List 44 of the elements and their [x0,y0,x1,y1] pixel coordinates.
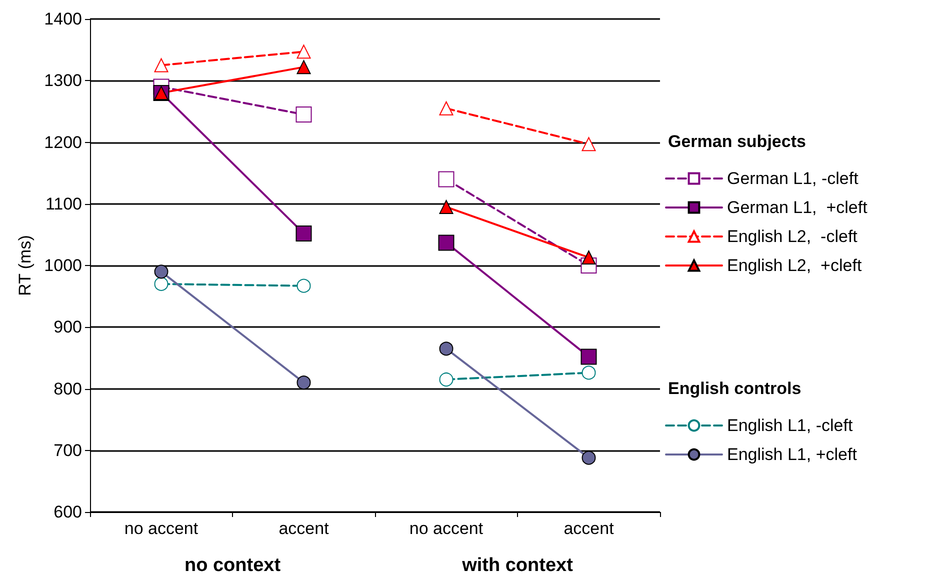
point [296,225,312,242]
legend-label: German L1, -cleft [727,169,859,188]
point [582,450,596,465]
y-tick-label: 600 [54,502,82,522]
y-tick-label: 700 [54,440,82,460]
y-tick-label: 1000 [44,256,82,275]
y-tick-label: 1100 [45,194,82,214]
y-axis-title: RT (ms) [15,235,34,296]
point [296,278,311,293]
point [154,276,168,291]
point [439,101,454,116]
legend-label: English L1, +cleft [727,445,858,464]
point [439,200,454,214]
point [439,342,454,356]
point [580,348,597,365]
x-tick-label: no accent [124,519,198,538]
x-tick-label: accent [278,519,330,538]
point [296,44,311,59]
x-tick-label: no accent [409,519,484,538]
legend-label: English L2, -cleft [727,227,858,246]
y-tick-label: 900 [54,318,82,337]
legend-label: English L2, +cleft [727,256,862,275]
text: no context [184,555,282,576]
point [438,234,454,251]
point [582,366,596,380]
point [296,60,311,74]
y-tick-label: 1300 [44,71,82,90]
point [582,250,596,264]
text: German subjects [668,132,806,151]
x-tick-label: accent [564,519,614,538]
point [582,137,596,152]
point [296,376,311,390]
y-tick-label: 800 [54,379,82,398]
point [438,171,454,188]
y-tick-label: 1200 [44,132,82,152]
point [296,106,312,123]
point [154,58,168,72]
y-tick-label: 1400 [44,10,82,28]
text: English controls [668,379,802,398]
point [154,264,168,279]
point [439,372,454,387]
text: with context [461,555,574,576]
legend-label: English L1, -cleft [727,416,853,435]
legend-label: German L1, +cleft [727,198,868,217]
